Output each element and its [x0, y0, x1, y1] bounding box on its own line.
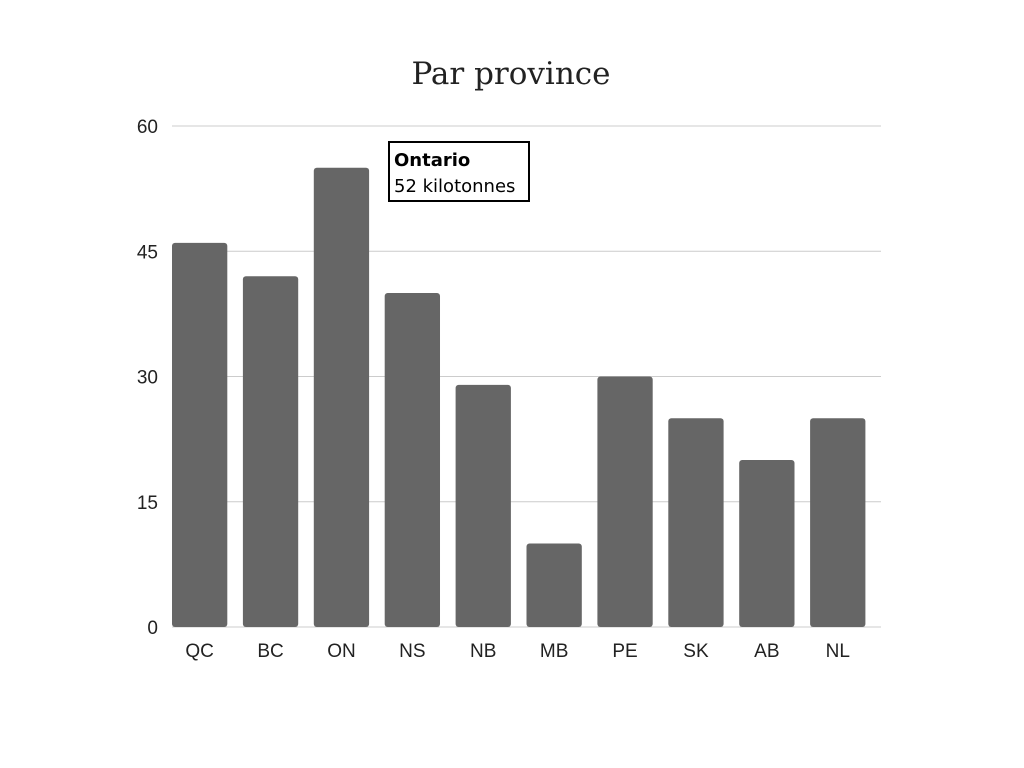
x-tick-label: NS — [399, 641, 425, 662]
y-tick-label: 15 — [137, 493, 158, 514]
bar-ns[interactable] — [384, 293, 441, 627]
bar-sk[interactable] — [668, 418, 724, 627]
bar-ab[interactable] — [739, 460, 795, 627]
chart-tooltip: Ontario 52 kilotonnes — [388, 141, 530, 202]
bar-nb[interactable] — [455, 384, 511, 627]
y-tick-label: 30 — [137, 368, 158, 389]
y-axis-ticks: 0 15 30 45 60 — [137, 117, 158, 639]
x-tick-label: MB — [540, 641, 569, 662]
x-axis-ticks: QC BC ON NS NB MB PE SK AB NL — [185, 641, 849, 662]
chart-title: Par province — [411, 56, 610, 92]
x-tick-label: SK — [683, 641, 709, 662]
bar-pe[interactable] — [597, 376, 653, 628]
x-tick-label: AB — [754, 641, 779, 662]
bar-bc[interactable] — [242, 276, 299, 627]
y-tick-label: 60 — [137, 117, 158, 138]
x-tick-label: NB — [470, 641, 496, 662]
x-tick-label: BC — [257, 641, 283, 662]
x-tick-label: ON — [327, 641, 356, 662]
y-tick-label: 0 — [147, 618, 158, 639]
bars — [172, 167, 866, 628]
tooltip-title: Ontario — [394, 150, 471, 171]
tooltip-value: 52 kilotonnes — [394, 176, 516, 197]
x-tick-label: NL — [826, 641, 850, 662]
bar-qc[interactable] — [172, 242, 228, 627]
bar-nl[interactable] — [810, 418, 866, 627]
bar-on[interactable] — [313, 167, 370, 627]
x-tick-label: QC — [185, 641, 214, 662]
y-tick-label: 45 — [137, 242, 158, 263]
x-tick-label: PE — [612, 641, 637, 662]
bar-mb[interactable] — [526, 543, 582, 628]
